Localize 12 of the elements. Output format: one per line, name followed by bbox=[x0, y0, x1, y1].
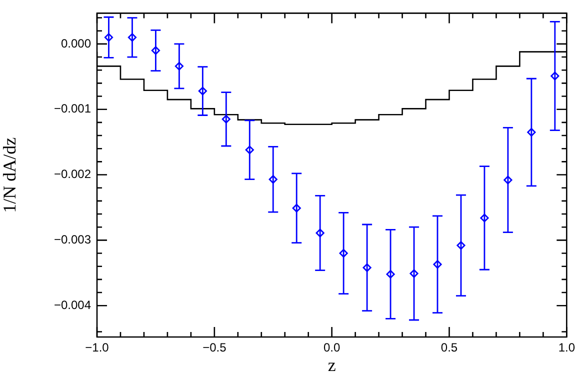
x-tick-label: 1.0 bbox=[558, 340, 576, 355]
x-tick-label: 0.0 bbox=[323, 340, 340, 355]
y-tick-label: −0.001 bbox=[54, 102, 92, 116]
y-tick-label: −0.002 bbox=[54, 167, 92, 182]
y-tick-label: 0.000 bbox=[60, 36, 92, 50]
x-tick-label: −1.0 bbox=[85, 340, 110, 355]
x-axis-title: z bbox=[328, 354, 336, 375]
y-tick-label: −0.004 bbox=[54, 298, 92, 312]
x-tick-label: −0.5 bbox=[202, 340, 227, 355]
x-tick-label: 0.5 bbox=[440, 340, 458, 355]
y-axis-title: 1/N dA/dz bbox=[0, 137, 20, 213]
y-tick-label: −0.003 bbox=[54, 232, 92, 246]
